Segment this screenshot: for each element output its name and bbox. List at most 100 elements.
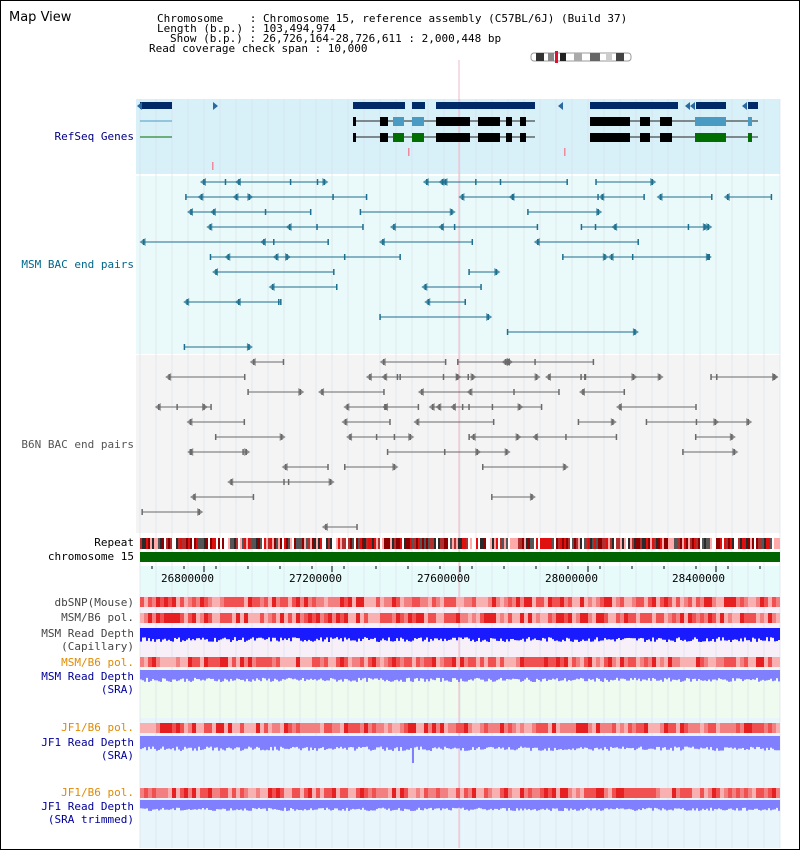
- polymorphism-cell: [676, 657, 680, 667]
- polymorphism-cell: [172, 613, 176, 623]
- read-depth-bar: [296, 628, 298, 639]
- polymorphism-cell: [748, 723, 752, 733]
- polymorphism-cell: [756, 597, 760, 607]
- repeat-segment: [424, 538, 426, 549]
- read-depth-bar: [194, 670, 196, 678]
- msm-read-depth-capillary-label[interactable]: MSM Read Depth: [41, 627, 134, 640]
- read-depth-bar: [578, 800, 580, 811]
- polymorphism-cell: [344, 613, 348, 623]
- read-depth-bar: [680, 628, 682, 641]
- msm-b6-pol-sra-label[interactable]: MSM/B6 pol.: [61, 656, 134, 669]
- polymorphism-cell: [156, 613, 160, 623]
- polymorphism-cell: [740, 723, 744, 733]
- polymorphism-cell: [600, 723, 604, 733]
- read-depth-bar: [738, 628, 740, 642]
- msm-b6-pol-label[interactable]: MSM/B6 pol.: [61, 611, 134, 624]
- read-depth-bar: [382, 670, 384, 680]
- read-depth-bar: [768, 736, 770, 751]
- read-depth-bar: [344, 800, 346, 811]
- arrow-left-icon: [458, 193, 465, 201]
- read-depth-bar: [370, 628, 372, 639]
- refseq-genes-label[interactable]: RefSeq Genes: [54, 130, 134, 143]
- read-depth-bar: [430, 736, 432, 751]
- polymorphism-cell: [720, 597, 724, 607]
- polymorphism-cell: [632, 613, 636, 623]
- read-depth-bar: [588, 800, 590, 809]
- polymorphism-cell: [564, 657, 568, 667]
- read-depth-bar: [738, 670, 740, 679]
- polymorphism-cell: [664, 613, 668, 623]
- read-depth-bar: [318, 800, 320, 809]
- read-depth-bar: [366, 670, 368, 682]
- read-depth-bar: [666, 736, 668, 750]
- repeat-segment: [560, 538, 562, 549]
- read-depth-bar: [292, 670, 294, 680]
- read-depth-bar: [388, 628, 390, 638]
- repeat-segment: [214, 538, 216, 549]
- polymorphism-cell: [188, 613, 192, 623]
- read-depth-bar: [194, 628, 196, 641]
- read-depth-bar: [306, 628, 308, 642]
- msm-read-depth-sra-label[interactable]: MSM Read Depth: [41, 670, 134, 683]
- repeat-segment: [406, 538, 408, 549]
- read-depth-bar: [146, 670, 148, 678]
- polymorphism-cell: [188, 788, 192, 798]
- polymorphism-cell: [724, 788, 728, 798]
- b6n-bac-label[interactable]: B6N BAC end pairs: [21, 438, 134, 451]
- read-depth-bar: [760, 800, 762, 811]
- polymorphism-cell: [732, 613, 736, 623]
- polymorphism-cell: [420, 613, 424, 623]
- polymorphism-cell: [276, 723, 280, 733]
- read-depth-bar: [568, 736, 570, 750]
- jf1-b6-pol-label[interactable]: JF1/B6 pol.: [61, 721, 134, 734]
- read-depth-bar: [328, 736, 330, 749]
- read-depth-bar: [686, 670, 688, 678]
- jf1-b6-pol-trimmed-label[interactable]: JF1/B6 pol.: [61, 786, 134, 799]
- read-depth-bar: [758, 736, 760, 747]
- polymorphism-cell: [488, 657, 492, 667]
- repeat-segment: [286, 538, 288, 549]
- polymorphism-cell: [356, 723, 360, 733]
- polymorphism-cell: [232, 723, 236, 733]
- read-depth-bar: [250, 670, 252, 682]
- read-depth-bar: [384, 628, 386, 641]
- read-depth-bar: [476, 736, 478, 749]
- polymorphism-cell: [748, 657, 752, 667]
- read-depth-bar: [474, 736, 476, 750]
- repeat-segment: [604, 538, 606, 549]
- polymorphism-cell: [532, 788, 536, 798]
- polymorphism-cell: [348, 788, 352, 798]
- polymorphism-cell: [448, 788, 452, 798]
- polymorphism-cell: [768, 657, 772, 667]
- polymorphism-cell: [372, 613, 376, 623]
- read-depth-bar: [192, 670, 194, 681]
- read-depth-bar: [556, 670, 558, 679]
- repeat-segment: [466, 538, 468, 549]
- jf1-read-depth-trimmed-label[interactable]: JF1 Read Depth: [41, 800, 134, 813]
- polymorphism-cell: [204, 723, 208, 733]
- read-depth-bar: [624, 628, 626, 639]
- polymorphism-cell: [372, 597, 376, 607]
- polymorphism-cell: [684, 657, 688, 667]
- jf1-read-depth-sra-label[interactable]: JF1 Read Depth: [41, 736, 134, 749]
- msm-bac-label[interactable]: MSM BAC end pairs: [21, 258, 134, 271]
- read-depth-bar: [140, 800, 142, 809]
- polymorphism-cell: [648, 723, 652, 733]
- read-depth-bar: [220, 800, 222, 810]
- polymorphism-cell: [228, 657, 232, 667]
- polymorphism-cell: [648, 657, 652, 667]
- read-depth-bar: [312, 628, 314, 642]
- read-depth-bar: [706, 628, 708, 639]
- repeat-label[interactable]: Repeat: [94, 536, 134, 549]
- polymorphism-cell: [364, 788, 368, 798]
- dbsnp-label[interactable]: dbSNP(Mouse): [54, 596, 134, 609]
- read-depth-bar: [430, 670, 432, 679]
- read-depth-bar: [234, 670, 236, 681]
- read-depth-bar: [190, 800, 192, 810]
- polymorphism-cell: [712, 657, 716, 667]
- polymorphism-cell: [384, 597, 388, 607]
- read-depth-bar: [518, 628, 520, 641]
- repeat-segment: [210, 538, 212, 549]
- read-depth-bar: [572, 736, 574, 749]
